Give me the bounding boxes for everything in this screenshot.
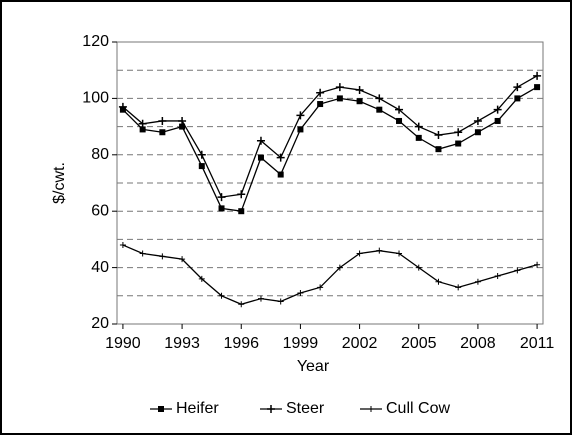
point	[355, 85, 364, 94]
legend-label: Steer	[286, 400, 325, 417]
point	[138, 119, 147, 128]
y-tick-label: 120	[82, 33, 109, 50]
point	[435, 146, 442, 153]
point	[534, 84, 541, 91]
point	[217, 193, 226, 202]
y-tick-label: 20	[91, 315, 109, 332]
point	[395, 105, 404, 114]
point	[316, 88, 325, 97]
x-tick-label: 1990	[105, 335, 141, 352]
point	[396, 250, 403, 257]
point	[179, 123, 186, 130]
y-tick-label: 80	[91, 146, 109, 163]
point	[514, 95, 521, 102]
point	[297, 126, 304, 133]
legend-marker	[158, 406, 164, 412]
point	[534, 261, 541, 268]
point	[118, 102, 127, 111]
point	[179, 256, 186, 263]
point	[415, 134, 422, 141]
point	[356, 250, 363, 257]
point	[119, 242, 126, 249]
point	[178, 116, 187, 125]
point	[514, 267, 521, 274]
x-tick-label: 1996	[223, 335, 259, 352]
point	[356, 98, 363, 105]
x-tick-label: 2008	[460, 335, 496, 352]
point	[277, 171, 284, 178]
point	[376, 106, 383, 113]
series-line	[122, 86, 538, 212]
point	[139, 126, 146, 133]
point	[277, 298, 284, 305]
series-line	[122, 244, 538, 305]
point	[296, 111, 305, 120]
point	[415, 264, 422, 271]
point	[158, 116, 167, 125]
point	[237, 190, 246, 199]
point	[473, 116, 482, 125]
y-tick-label: 100	[82, 90, 109, 107]
point	[317, 101, 324, 108]
point	[218, 292, 225, 299]
point	[533, 71, 542, 80]
y-tick-label: 40	[91, 259, 109, 276]
x-tick-label: 2002	[342, 335, 378, 352]
x-tick-label: 2005	[401, 335, 437, 352]
point	[257, 154, 264, 161]
point	[317, 284, 324, 291]
point	[276, 153, 285, 162]
point	[434, 131, 443, 140]
point	[238, 208, 245, 215]
point	[238, 301, 245, 308]
point	[257, 295, 264, 302]
legend-label: Cull Cow	[386, 400, 450, 417]
point	[198, 275, 205, 282]
y-tick-label: 60	[91, 202, 109, 219]
legend-marker	[267, 405, 275, 413]
point	[218, 205, 225, 212]
point	[256, 136, 265, 145]
point	[396, 117, 403, 124]
point	[494, 117, 501, 124]
point	[455, 140, 462, 147]
point	[494, 273, 501, 280]
point	[454, 128, 463, 137]
point	[435, 278, 442, 285]
point	[159, 129, 166, 136]
point	[336, 95, 343, 102]
point	[474, 278, 481, 285]
point	[455, 284, 462, 291]
point	[376, 247, 383, 254]
point	[139, 250, 146, 257]
point	[414, 122, 423, 131]
point	[197, 150, 206, 159]
x-tick-label: 1999	[283, 335, 319, 352]
point	[493, 105, 502, 114]
point	[198, 163, 205, 170]
point	[336, 264, 343, 271]
legend-label: Heifer	[176, 400, 219, 417]
y-axis-title: $/cwt.	[51, 162, 68, 204]
series-line	[122, 75, 538, 198]
point	[335, 83, 344, 92]
point	[375, 94, 384, 103]
point	[513, 83, 522, 92]
legend-marker	[368, 406, 374, 412]
x-tick-label: 1993	[164, 335, 200, 352]
point	[297, 289, 304, 296]
x-tick-label: 2011	[520, 335, 555, 352]
point	[474, 129, 481, 136]
x-axis-title: Year	[297, 358, 330, 375]
point	[159, 253, 166, 260]
plot-frame	[116, 41, 544, 325]
